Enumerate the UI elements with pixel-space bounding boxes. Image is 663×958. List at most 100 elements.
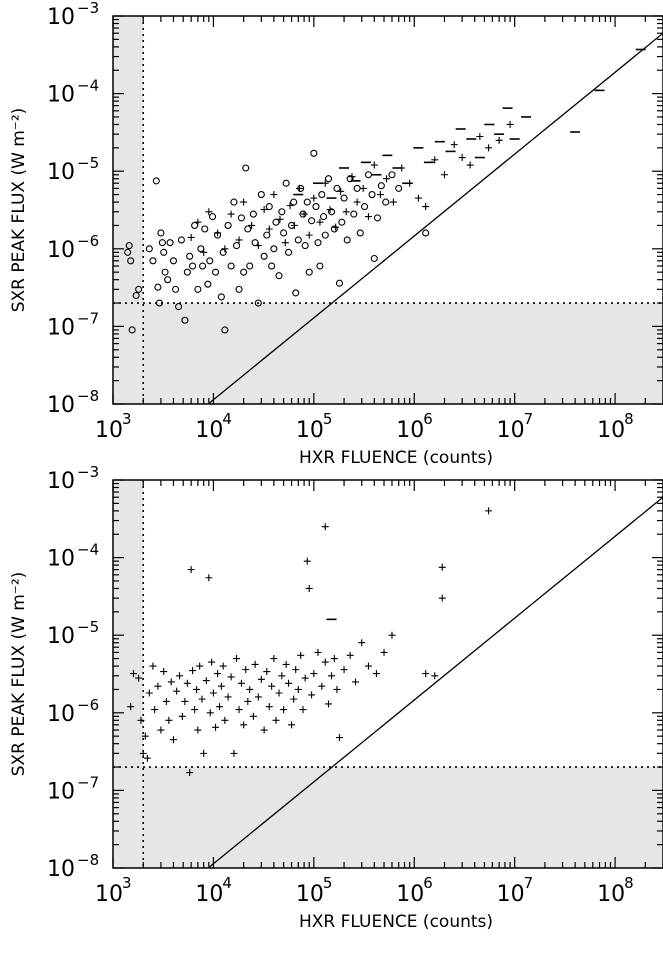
data-point-circle	[340, 194, 348, 202]
data-point-plus	[506, 120, 514, 128]
data-point-plus	[237, 679, 245, 687]
data-point-plus	[383, 175, 391, 183]
data-point-plus	[292, 666, 300, 674]
data-point-circle	[246, 262, 254, 270]
data-point-plus	[305, 584, 313, 592]
plot-frame	[112, 479, 663, 869]
x-tick-exponent: 7	[524, 410, 534, 428]
x-tick-label: 10	[195, 418, 223, 443]
data-point-circle	[290, 198, 298, 206]
data-point-plus	[290, 695, 298, 703]
data-point-plus	[276, 215, 284, 223]
data-point-circle	[125, 242, 133, 250]
data-point-plus	[212, 723, 220, 731]
data-point-plus	[165, 716, 173, 724]
data-point-plus	[380, 648, 388, 656]
data-point-plus	[160, 668, 168, 676]
data-point-circle	[314, 239, 322, 247]
data-point-plus	[151, 706, 159, 714]
data-point-plus	[186, 769, 194, 777]
data-point-plus	[143, 754, 151, 762]
data-point-plus	[495, 136, 503, 144]
data-point-plus	[364, 662, 372, 670]
data-point-plus	[301, 674, 309, 682]
data-point-plus	[326, 206, 334, 214]
data-point-plus	[438, 563, 446, 571]
data-point-plus	[181, 697, 189, 705]
data-point-plus	[221, 245, 229, 253]
data-point-plus	[318, 682, 326, 690]
x-tick-label: 10	[597, 882, 625, 907]
data-point-plus	[337, 187, 345, 195]
data-point-plus	[285, 679, 293, 687]
data-point-circle	[175, 303, 183, 311]
x-axis-title: HXR FLUENCE (counts)	[299, 912, 493, 932]
data-point-plus	[189, 667, 197, 675]
data-point-circle	[155, 299, 163, 307]
x-tick-exponent: 6	[423, 874, 433, 892]
y-tick-label: 10	[47, 315, 75, 340]
data-point-plus	[139, 749, 147, 757]
y-tick-label: 10	[47, 5, 75, 30]
y-tick-exponent: −4	[77, 77, 99, 95]
data-point-plus	[209, 689, 217, 697]
data-point-plus	[194, 726, 202, 734]
data-point-plus	[325, 700, 333, 708]
data-point-plus	[310, 670, 318, 678]
x-tick-exponent: 3	[122, 410, 132, 428]
data-point-circle	[284, 248, 293, 256]
data-point-plus	[281, 239, 289, 247]
data-point-circle	[158, 239, 166, 247]
data-point-circle	[310, 149, 318, 157]
data-point-circle	[335, 279, 344, 287]
data-point-circle	[305, 268, 313, 276]
data-point-circle	[330, 225, 338, 233]
data-point-plus	[458, 154, 466, 162]
data-point-plus	[280, 706, 288, 714]
data-point-plus	[414, 194, 422, 202]
y-tick-exponent: −3	[77, 0, 99, 17]
plot-frame	[112, 15, 663, 405]
data-point-circle	[145, 245, 153, 253]
data-point-plus	[389, 198, 397, 206]
y-tick-exponent: −4	[77, 541, 99, 559]
y-tick-exponent: −8	[77, 387, 99, 405]
data-point-circle	[382, 198, 390, 206]
y-tick-label: 10	[47, 160, 75, 185]
data-point-plus	[333, 685, 341, 693]
data-point-circle	[242, 164, 250, 172]
y-tick-label: 10	[47, 238, 75, 263]
data-point-circle	[186, 252, 194, 260]
data-point-circle	[260, 252, 268, 260]
data-point-circle	[308, 217, 316, 225]
data-point-plus	[224, 693, 232, 701]
data-point-circle	[127, 257, 135, 265]
data-point-plus	[352, 678, 360, 686]
data-point-plus	[372, 670, 380, 678]
data-point-plus	[305, 231, 313, 239]
data-point-circle	[208, 213, 217, 221]
y-tick-exponent: −7	[77, 309, 99, 327]
data-point-plus	[431, 156, 439, 164]
y-tick-label: 10	[47, 547, 75, 572]
data-point-plus	[251, 660, 259, 668]
data-point-plus	[205, 574, 213, 582]
data-point-circle	[251, 239, 259, 247]
data-point-circle	[201, 225, 209, 233]
y-tick-label: 10	[47, 702, 75, 727]
data-point-plus	[202, 677, 210, 685]
data-point-circle	[217, 293, 225, 301]
data-point-circle	[368, 191, 376, 199]
data-point-circle	[206, 257, 214, 265]
data-point-plus	[422, 203, 430, 211]
data-point-plus	[167, 678, 175, 686]
data-point-plus	[191, 706, 199, 714]
data-point-plus	[359, 184, 367, 192]
data-point-plus	[310, 194, 318, 202]
data-point-plus	[282, 660, 290, 668]
panel-2: 10 3 10 4 10 5 10 6 10 7 10 810 −310 −410 −510 −610 −710…	[9, 463, 663, 932]
data-point-circle	[333, 184, 341, 192]
data-point-circle	[197, 245, 205, 253]
data-point-circle	[183, 268, 191, 276]
x-tick-label: 10	[195, 882, 223, 907]
